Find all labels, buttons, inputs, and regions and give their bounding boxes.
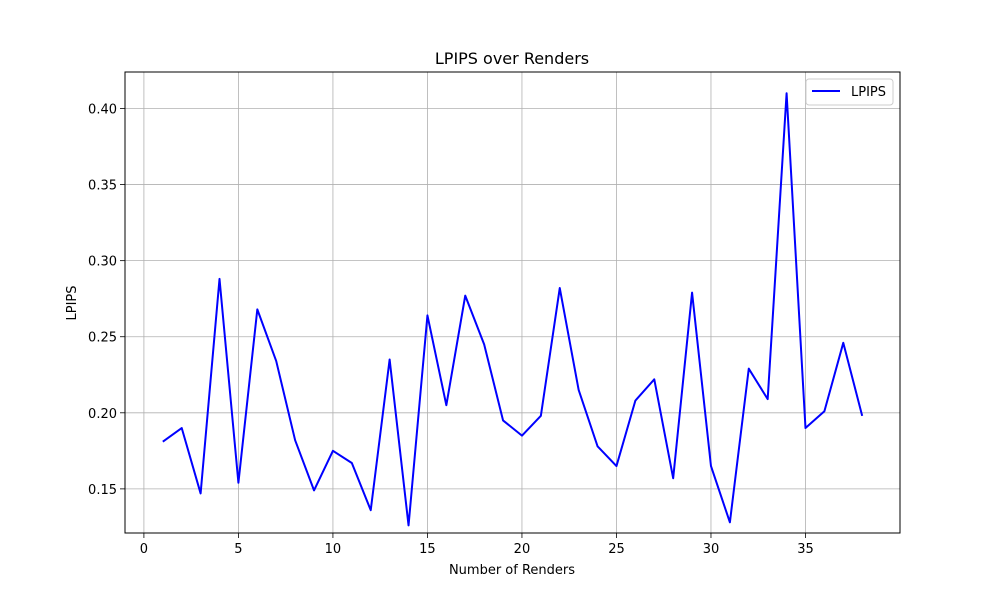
legend-label: LPIPS [851,85,886,100]
x-tick-label: 30 [703,542,720,557]
series-line-lpips [162,92,864,527]
y-tick-label: 0.20 [88,407,117,422]
y-tick-label: 0.15 [88,483,117,498]
plot-area-frame [124,71,901,534]
x-tick-label: 25 [608,542,625,557]
x-axis-label: Number of Renders [449,563,575,578]
y-tick-label: 0.30 [88,255,117,270]
x-tick-label: 0 [140,542,148,557]
x-tick-label: 35 [797,542,814,557]
x-tick-label: 15 [419,542,436,557]
y-axis-label: LPIPS [65,285,80,320]
x-tick-label: 20 [514,542,531,557]
x-tick-label: 5 [234,542,242,557]
legend-box [805,78,894,106]
legend: LPIPS [805,78,894,106]
chart-title: LPIPS over Renders [435,49,589,68]
x-axis-ticks: 0 5 10 15 20 25 30 35 [140,533,814,557]
y-tick-label: 0.25 [88,331,117,346]
series-layer [162,92,864,527]
y-tick-label: 0.35 [88,179,117,194]
x-tick-label: 10 [325,542,342,557]
y-axis-ticks: 0.15 0.20 0.25 0.30 0.35 0.40 [88,103,125,498]
y-tick-label: 0.40 [88,103,117,118]
